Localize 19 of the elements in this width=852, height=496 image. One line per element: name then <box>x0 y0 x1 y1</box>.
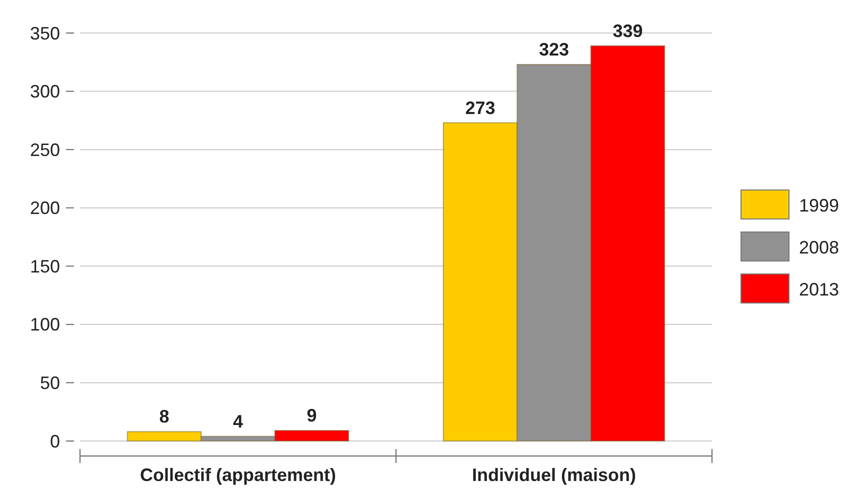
legend-label: 1999 <box>799 195 840 216</box>
data-label: 273 <box>465 98 496 118</box>
legend-label: 2008 <box>799 237 840 258</box>
y-tick-label: 250 <box>30 140 60 160</box>
y-tick-label: 100 <box>30 314 60 335</box>
y-tick-label: 350 <box>30 23 60 44</box>
data-label: 323 <box>538 39 570 60</box>
y-tick-label: 50 <box>40 373 60 394</box>
legend-label: 2013 <box>799 279 840 300</box>
data-label: 4 <box>232 411 244 432</box>
x-tick-label: Collectif (appartement) <box>140 465 336 485</box>
y-tick-label: 200 <box>30 198 60 218</box>
data-label: 339 <box>612 20 643 41</box>
x-tick-label: Individuel (maison) <box>472 465 636 485</box>
data-label: 8 <box>159 406 170 427</box>
y-tick-label: 300 <box>30 82 60 102</box>
y-tick-label: 0 <box>50 431 60 452</box>
data-label: 9 <box>306 406 317 426</box>
y-tick-label: 150 <box>30 256 60 276</box>
